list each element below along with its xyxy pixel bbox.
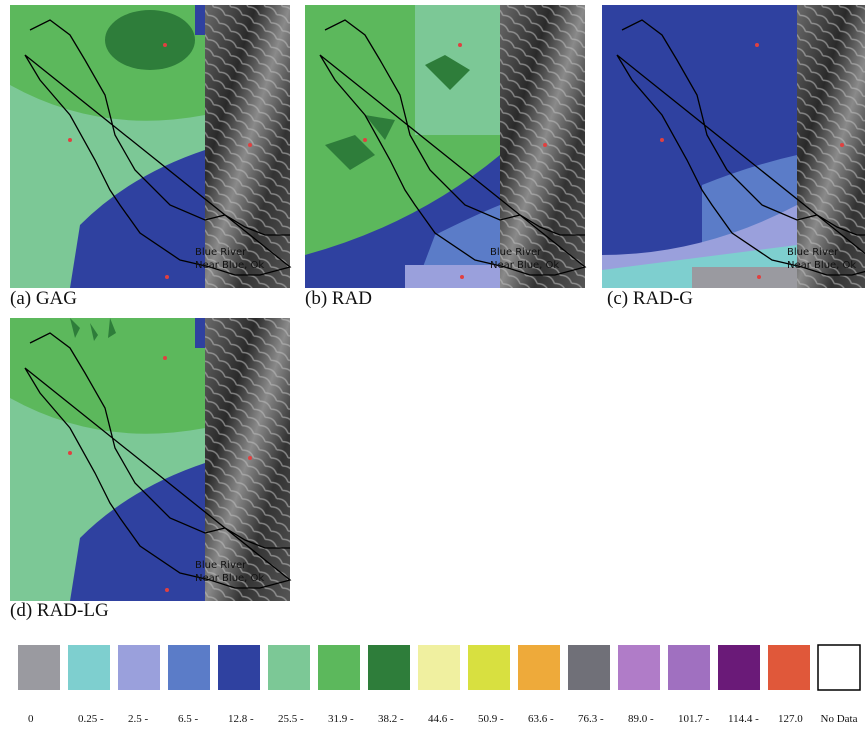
legend-swatch — [68, 645, 110, 690]
legend-label: 76.3 - — [578, 713, 604, 725]
map-text: Blue River — [490, 247, 542, 258]
legend-label: 114.4 - — [728, 713, 759, 725]
legend-swatch — [318, 645, 360, 690]
legend-label: No Data — [821, 713, 858, 725]
legend: 0 0.25 - 2.5 - 6.5 - 12.8 - 25.5 - 31.9 - 38.2 … — [18, 645, 860, 725]
legend-swatch — [368, 645, 410, 690]
legend-swatch — [668, 645, 710, 690]
legend-label: 25.5 - — [278, 713, 304, 725]
legend-swatch — [118, 645, 160, 690]
legend-label: 31.9 - — [328, 713, 354, 725]
map-text: Near Blue, Ok — [490, 260, 559, 271]
map-text: Blue River — [787, 247, 839, 258]
panel-label: (a) GAG — [10, 288, 77, 309]
legend-swatch — [518, 645, 560, 690]
map-panel: Blue River Near Blue, Ok — [10, 318, 290, 601]
legend-label: 0 — [28, 713, 34, 725]
legend-swatch — [168, 645, 210, 690]
panel-label: (c) RAD-G — [607, 288, 693, 309]
panel-label: (b) RAD — [305, 288, 372, 309]
legend-label: 63.6 - — [528, 713, 554, 725]
panel-label: (d) RAD-LG — [10, 600, 109, 621]
map-text: Near Blue, Ok — [787, 260, 856, 271]
figure: Blue River Near Blue, Ok (a) GAG Blue Ri… — [0, 0, 865, 734]
map-text: Blue River — [195, 247, 247, 258]
legend-label: 44.6 - — [428, 713, 454, 725]
legend-swatch — [768, 645, 810, 690]
legend-swatch — [618, 645, 660, 690]
map-panel: Blue River Near Blue, Ok — [602, 5, 865, 288]
legend-swatch — [468, 645, 510, 690]
legend-label: 50.9 - — [478, 713, 504, 725]
legend-label: 101.7 - — [678, 713, 710, 725]
legend-swatch — [818, 645, 860, 690]
map-panel: Blue River Near Blue, Ok — [10, 5, 290, 288]
map-panel: Blue River Near Blue, Ok — [305, 5, 585, 288]
legend-label: 0.25 - — [78, 713, 104, 725]
legend-swatch — [268, 645, 310, 690]
legend-swatch — [218, 645, 260, 690]
legend-label: 38.2 - — [378, 713, 404, 725]
map-text: Near Blue, Ok — [195, 573, 264, 584]
legend-swatch — [418, 645, 460, 690]
legend-label: 6.5 - — [178, 713, 199, 725]
legend-label: 127.0 — [778, 713, 803, 725]
legend-swatch — [718, 645, 760, 690]
legend-label: 89.0 - — [628, 713, 654, 725]
legend-swatch — [568, 645, 610, 690]
legend-swatch — [18, 645, 60, 690]
legend-label: 2.5 - — [128, 713, 149, 725]
legend-label: 12.8 - — [228, 713, 254, 725]
map-text: Near Blue, Ok — [195, 260, 264, 271]
map-text: Blue River — [195, 560, 247, 571]
